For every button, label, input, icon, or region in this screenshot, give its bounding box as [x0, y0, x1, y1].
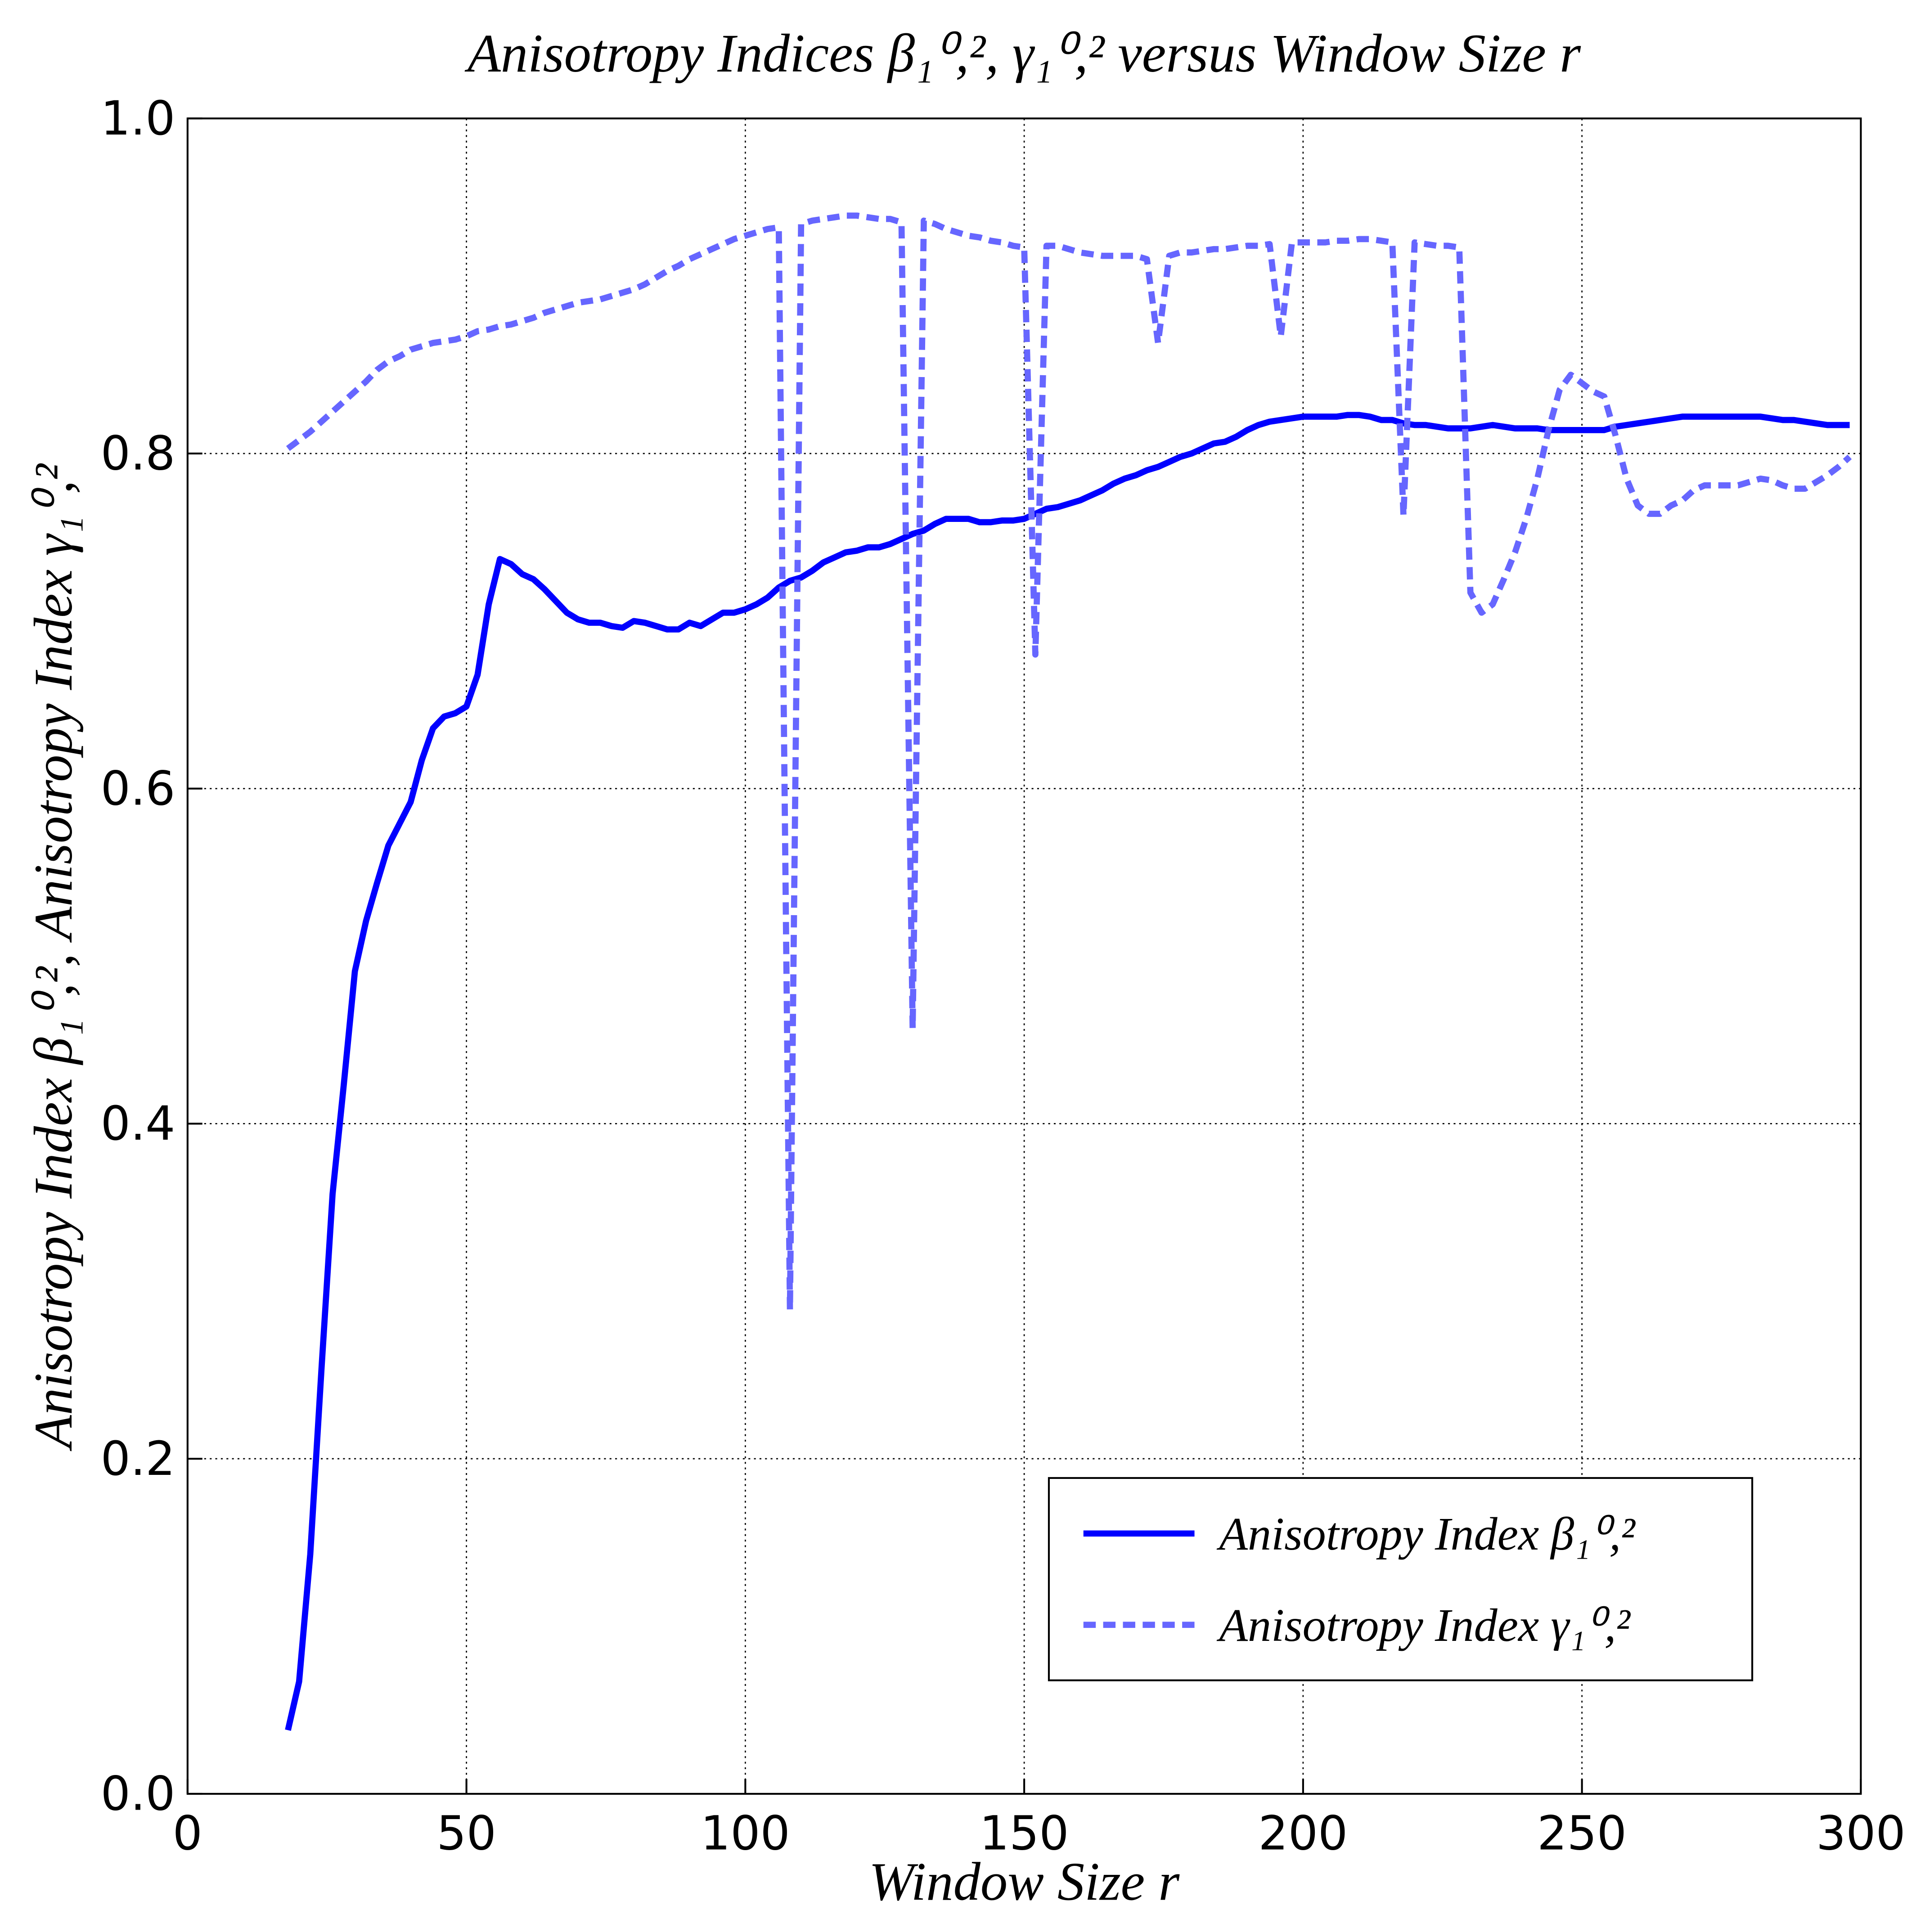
- x-tick-label: 200: [1258, 1806, 1348, 1860]
- y-axis-label: Anisotropy Index β₁⁰,², Anisotropy Index…: [23, 463, 84, 1451]
- data-line: [285, 412, 1850, 1731]
- legend: Anisotropy Index β₁⁰,² Anisotropy Index γ…: [1048, 1477, 1754, 1681]
- y-tick-label: 0.0: [101, 1766, 175, 1821]
- plot-frame: [186, 117, 1862, 1795]
- y-tick-label: 1.0: [101, 91, 175, 146]
- y-tick-label: 0.6: [101, 761, 175, 816]
- data-line: [286, 212, 1852, 1313]
- chart-title: Anisotropy Indices β₁⁰,², γ₁⁰,² versus W…: [464, 23, 1581, 84]
- x-axis-label: Window Size r: [869, 1852, 1180, 1912]
- x-tick-label: 250: [1537, 1806, 1627, 1860]
- x-tick-label: 50: [436, 1806, 496, 1860]
- x-tick-label: 150: [980, 1806, 1069, 1860]
- y-tick-label: 0.8: [101, 426, 175, 481]
- legend-label: Anisotropy Index γ₁⁰,²: [1216, 1599, 1631, 1651]
- x-tick-label: 0: [173, 1806, 202, 1860]
- x-tick-label: 100: [701, 1806, 790, 1860]
- legend-box: [1048, 1477, 1754, 1681]
- y-tick-label: 0.2: [101, 1431, 175, 1486]
- x-tick-label: 300: [1816, 1806, 1906, 1860]
- y-tick-label: 0.4: [101, 1096, 175, 1151]
- legend-label: Anisotropy Index β₁⁰,²: [1216, 1508, 1636, 1560]
